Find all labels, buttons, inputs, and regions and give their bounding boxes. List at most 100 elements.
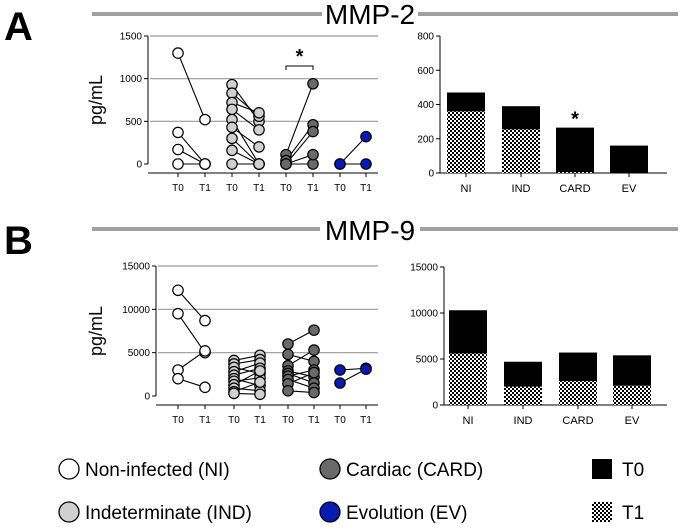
mmp2-bar-y-tick-label: 800 [417,32,434,43]
mmp9-scatter-y-axis-label: pg/mL [86,306,106,356]
mmp2-scatter-point-ni-t1 [199,113,211,126]
mmp9-scatter-y-tick-label: 0 [144,392,150,403]
mmp9-scatter-y-tick-label: 5000 [128,348,151,359]
mmp9-scatter-y-tick-label: 10000 [122,305,150,316]
mmp2-scatter-point-card-t1 [307,77,319,90]
mmp2-bar-significance-star: * [571,109,579,131]
mmp9-bar-bar-t0-ni [449,310,487,354]
mmp2-bar-y-tick-label: 200 [417,134,434,145]
mmp2-bar-bar-t0-ev [610,145,648,173]
mmp2-scatter-x-tick-label: T0 [280,183,292,194]
mmp2-scatter-y-axis-label: pg/mL [86,75,106,125]
mmp9-bar-y-tick-label: 15000 [410,263,438,274]
mmp2-scatter-point-card-t0 [280,158,292,170]
legend-label-t0: T0 [622,460,644,481]
mmp2-scatter-point-ind-t1 [253,158,265,170]
mmp9-bar-bar-t1-ind [504,386,542,405]
mmp9-scatter-point-card-t1 [308,386,320,399]
legend-item-t1: T1 [592,502,644,524]
mmp2-scatter-point-ni-t0 [172,47,184,59]
mmp2-scatter-point-ind-t1 [253,107,265,119]
mmp2-scatter-x-tick-label: T1 [360,183,372,194]
mmp9-scatter-point-ind-t1 [254,388,266,401]
mmp2-scatter-point-ind-t0 [226,121,238,134]
legend-label-ni: Non-infected (NI) [85,460,230,481]
mmp2-scatter-pair-line-ev [339,136,367,165]
legend-label-ev: Evolution (EV) [346,503,467,524]
mmp9-bar-y-tick-label: 5000 [416,355,439,366]
mmp9-bar-category-label: IND [514,415,533,427]
mmp9-scatter-x-tick-label: T0 [334,415,346,426]
mmp2-scatter-x-tick-label: T0 [226,183,238,194]
legend-label-t1: T1 [622,503,644,524]
mmp2-bar-bar-t0-card [556,127,594,173]
mmp9-scatter-point-card-t1 [308,324,320,336]
legend-swatch-card [319,458,341,480]
mmp2-scatter-y-tick-label: 0 [136,160,142,171]
panel-a-header: A MMP-2 [4,0,678,49]
mmp9-scatter-x-tick-label: T1 [199,415,211,426]
panel-b-title: MMP-9 [325,215,415,246]
mmp9-bar-bar-t0-card [559,352,597,382]
mmp2-scatter-x-tick-label: T0 [334,183,346,194]
mmp2-scatter-point-card-t1 [307,148,319,161]
mmp2-bar-y-tick-label: 0 [428,169,434,180]
mmp2-scatter-pair-line-ni [177,52,206,120]
mmp9-scatter-x-tick-label: T1 [360,415,372,426]
legend-swatch-ev [319,501,341,523]
mmp9-bar-bar-t1-ev [613,385,651,405]
mmp9-scatter-point-ni-t1 [199,345,211,357]
mmp9-scatter-point-ni-t0 [172,372,184,385]
mmp2-scatter-point-ni-t0 [172,158,184,170]
charts-layer: 0 500 1000 1500 T0 T1 T0 T1 T0 T1 T0 T1 pg/mL * 0 200 40… [86,32,667,427]
mmp9-scatter-pair-line-ni [177,313,206,353]
legend-swatch-ni [58,458,80,480]
mmp2-scatter-point-ev-t1 [360,130,372,143]
mmp2-scatter-point-ind-t0 [226,103,238,116]
legend: Non-infected (NI) Cardiac (CARD) Indeter… [58,458,644,524]
mmp2-scatter-significance-star: * [296,46,304,68]
mmp2-scatter-x-tick-label: T1 [253,183,265,194]
panel-a-letter: A [4,5,33,49]
mmp2-scatter-pair-line-ni [177,132,206,165]
mmp2-scatter-point-ni-t0 [172,126,184,139]
mmp2-scatter-y-tick-label: 1500 [120,32,143,43]
mmp9-scatter-point-ni-t1 [199,314,211,327]
mmp9-scatter-y-tick-label: 15000 [122,262,150,273]
mmp2-scatter-y-tick-label: 500 [125,117,142,128]
mmp9-scatter-x-tick-label: T0 [282,415,294,426]
mmp9-scatter-point-ni-t1 [199,381,211,394]
panel-a-title: MMP-2 [325,0,415,30]
mmp9-bar-bar-t1-ni [449,353,487,405]
mmp9-bar-y-tick-label: 0 [432,401,438,412]
mmp2-scatter-point-ni-t1 [199,158,211,170]
mmp2-bar-y-tick-label: 400 [417,100,434,111]
mmp9-scatter-point-card-t0 [282,338,294,350]
mmp2-bar-bar-t0-ni [447,92,485,112]
mmp9-bar-bar-t0-ev [613,355,651,386]
mmp2-scatter-pair-line-ind [231,138,260,165]
legend-item-t0: T0 [592,459,644,481]
mmp2-scatter-x-tick-label: T0 [172,183,184,194]
mmp9-scatter-x-tick-label: T0 [172,415,184,426]
mmp2-scatter-significance-bracket [285,65,314,70]
mmp9-bar-bar-t0-ind [504,361,542,387]
mmp9-scatter-x-tick-label: T1 [254,415,266,426]
mmp9-scatter-point-card-t0 [282,348,294,361]
mmp2-scatter-point-ni-t0 [172,143,184,156]
legend-swatch-t0 [592,459,612,479]
mmp2-scatter-point-ev-t1 [360,158,372,170]
panel-b-header: B MMP-9 [4,215,678,263]
legend-swatch-ind [58,501,80,523]
legend-item-ni: Non-infected (NI) [58,458,230,481]
mmp2-bar-y-tick-label: 600 [417,66,434,77]
legend-label-ind: Indeterminate (IND) [85,503,252,524]
mmp2-bar-bar-t1-ni [447,111,485,173]
mmp2-bar-bar-t1-ind [502,129,540,173]
mmp9-scatter-point-ev-t1 [360,363,372,375]
mmp9-scatter-point-ni-t0 [172,307,184,320]
mmp2-bar-category-label: EV [622,183,637,195]
mmp2-scatter-point-ev-t0 [334,158,346,170]
mmp2-scatter-x-tick-label: T1 [307,183,319,194]
